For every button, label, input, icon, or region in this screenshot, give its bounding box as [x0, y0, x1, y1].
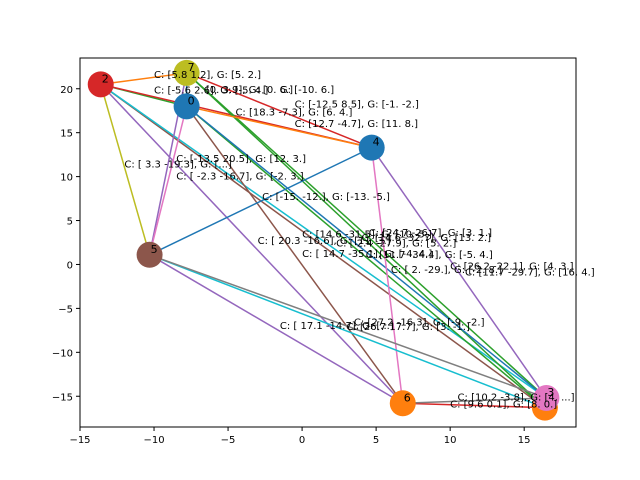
plot-frame — [79, 57, 577, 428]
y-tick-label: −5 — [58, 304, 73, 315]
edge-7-1 — [186, 72, 546, 409]
edge-label: C: [26.2 -22.1], G: [4. 3.] — [450, 261, 573, 272]
edge-label: C: [5.8 1.2], G: [5. 2.] — [154, 70, 261, 81]
edge-5-1 — [149, 254, 546, 409]
node-2 — [87, 71, 114, 98]
node-label-7: 7 — [188, 61, 195, 74]
edge-7-3 — [186, 72, 547, 399]
edge-label: C: [-15. -12.], G: [-13. -5.] — [262, 192, 390, 203]
y-tick-label: −10 — [52, 348, 73, 359]
y-tick-label: 0 — [67, 260, 73, 271]
node-label-4: 4 — [373, 136, 380, 149]
edge-5-3 — [149, 254, 547, 399]
node-4 — [358, 134, 385, 161]
edge-label: C: [-5.6 2.6], G: [-5. 4.] — [154, 86, 268, 97]
edges-layer — [100, 72, 548, 409]
edge-2-6 — [100, 83, 404, 404]
x-tick-label: −15 — [69, 435, 90, 446]
edge-label: C: [ 3.3 -19.3], G: [...] — [124, 159, 232, 170]
y-tick-label: −15 — [52, 392, 73, 403]
node-6 — [389, 390, 416, 417]
y-tick-label: 10 — [60, 173, 73, 184]
y-tick-label: 15 — [60, 129, 73, 140]
edge-0-6 — [185, 105, 404, 404]
edge-4-3 — [371, 147, 548, 399]
edge-0-1 — [186, 105, 546, 409]
edge-0-3 — [186, 105, 547, 399]
edge-label: C: [-12.5 8.5], G: [-1. -2.] — [295, 100, 419, 111]
edge-label: C: [ 2.4 -27.9], G: [5. 2.] — [336, 239, 456, 250]
edge-label: C: [18.3 -7.3], G: [6. 4.] — [235, 108, 352, 119]
edge-label: C: [ -2.3 -16.7], G: [-2. 3.] — [176, 172, 304, 183]
edge-0-5 — [148, 106, 188, 255]
edge-4-5 — [149, 146, 373, 256]
edge-4-6 — [370, 147, 404, 404]
edge-5-6 — [149, 254, 404, 404]
node-label-6: 6 — [404, 391, 411, 404]
edge-6-3 — [402, 397, 547, 405]
edge-label: C: [11.7 -29.7], G: [16. 4.] — [465, 267, 595, 278]
x-tick-label: 10 — [444, 435, 457, 446]
edge-label: C: [9.6 0.1], G: [8. 0.] — [450, 399, 557, 410]
edge-label: C: [11.7 -34.4], G: [-5. 4.] — [366, 250, 493, 261]
x-tick-label: −10 — [143, 435, 164, 446]
node-7 — [173, 59, 200, 86]
nodes-layer: 01234567 — [87, 59, 560, 421]
x-tick-label: 15 — [518, 435, 531, 446]
node-label-2: 2 — [102, 72, 109, 85]
edge-label: C: [ 2. -29.], G: [-2. 8.] — [391, 265, 502, 276]
edge-label: C: [ 14.7 -35.1], G: [-4. 4.] — [302, 249, 432, 260]
node-0 — [173, 93, 200, 120]
edge-0-4 — [186, 105, 372, 149]
node-label-0: 0 — [188, 94, 195, 107]
edge-label: C: [14.6 -32.7], G: [13. 2.] — [361, 233, 491, 244]
edge-label: C: [14.6 -31.5], G: [10. 5.] — [302, 230, 432, 241]
edge-label: C: [ 20.3 -16.6], G: [11. 3.] — [258, 236, 391, 247]
edge-label: C: [26.7 17.7], G: [3. -1.] — [347, 322, 470, 333]
node-label-5: 5 — [151, 243, 158, 256]
edge-label: G: [-10. 6.] — [280, 85, 334, 96]
node-label-3: 3 — [547, 386, 554, 399]
edge-label: C: [24.7 -26.7], G: [3. 1.] — [369, 228, 492, 239]
edge-labels-layer: C: [5.8 1.2], G: [5. 2.] [0. 3.9], G: [0.… — [124, 70, 594, 410]
edge-label: C: [-13.5 20.5], G: [12. 3.] — [176, 154, 306, 165]
edge-label: [0. 3.9], G: [0. 6.] — [206, 85, 293, 96]
edge-6-1 — [402, 402, 545, 409]
edge-2-7 — [100, 72, 187, 86]
node-5 — [136, 241, 163, 268]
edge-2-5 — [100, 84, 151, 256]
edge-label: C: [10.2 -3.8], G: [4. ...] — [458, 392, 575, 403]
y-tick-label: 5 — [67, 217, 73, 228]
node-3 — [533, 385, 560, 412]
edge-label: C: [12.7 -4.7], G: [11. 8.] — [295, 119, 418, 130]
y-tick-label: 20 — [60, 85, 73, 96]
edge-2-1 — [100, 83, 546, 409]
x-tick-label: 0 — [299, 435, 305, 446]
x-tick-label: −5 — [221, 435, 236, 446]
x-tick-label: 5 — [373, 435, 379, 446]
edge-label: C: [27.2 -16.3], G: [-9. -2.] — [354, 318, 485, 329]
edge-label: C: [ 17.1 -14.7], G: [...] — [280, 321, 394, 332]
edge-7-4 — [186, 72, 372, 149]
